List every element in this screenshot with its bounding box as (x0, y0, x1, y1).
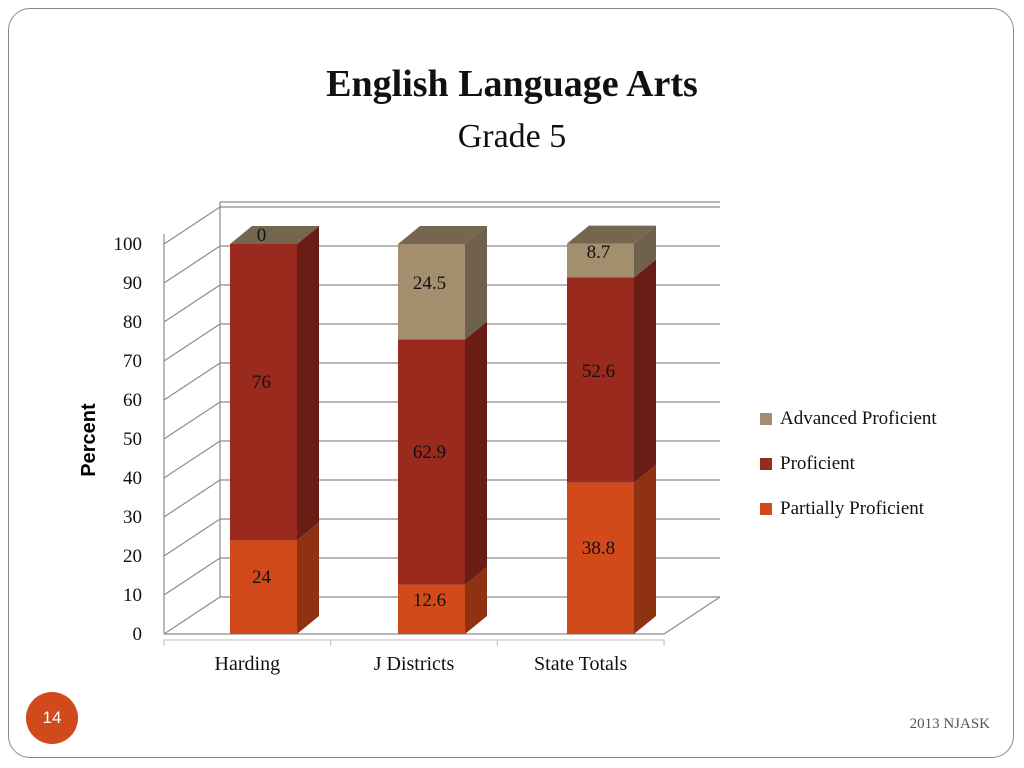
gridline-side (163, 440, 221, 479)
data-label: 62.9 (413, 442, 446, 463)
legend-label: Partially Proficient (780, 498, 925, 519)
y-tick-label: 50 (123, 429, 142, 450)
gridline-side (163, 362, 221, 401)
bar-side-advanced-proficient (634, 225, 656, 278)
bar-side-proficient (465, 321, 487, 585)
bar-top-face (398, 226, 487, 244)
legend-swatch (760, 413, 772, 425)
x-tick-label: J Districts (374, 653, 455, 675)
bar-side-proficient (634, 259, 656, 483)
data-label: 52.6 (582, 361, 615, 382)
x-tick-label: Harding (215, 653, 281, 675)
y-tick-label: 30 (123, 507, 142, 528)
data-label: 24 (252, 567, 272, 588)
footer-text: 2013 NJASK (909, 716, 990, 732)
chart-data-labels: 24 76 0 12.6 62.9 24.5 38.8 52.6 8.7 (252, 225, 615, 611)
gridline-side (163, 284, 221, 323)
gridline-side (163, 596, 221, 635)
gridline-side (163, 206, 221, 245)
legend-swatch (760, 503, 772, 515)
bar-segment-proficient (230, 244, 297, 541)
bar-segment-advanced-proficient (398, 244, 465, 340)
bar-segment-partially-proficient (230, 540, 297, 634)
bar-segment-proficient (398, 339, 465, 585)
gridline-side (163, 518, 221, 557)
bar-top-face (567, 225, 656, 244)
chart-subtitle: Grade 5 (457, 118, 567, 155)
y-tick-label: 80 (123, 312, 142, 333)
y-tick-label: 10 (123, 585, 142, 606)
y-tick-label: 40 (123, 468, 142, 489)
x-tick-label: State Totals (534, 653, 627, 675)
y-tick-label: 60 (123, 390, 142, 411)
data-label: 24.5 (413, 273, 446, 294)
gridline-side (163, 401, 221, 440)
floor-right-edge (663, 596, 721, 635)
bar-segment-partially-proficient (567, 482, 634, 634)
y-tick-label: 20 (123, 546, 142, 567)
chart-axes: 0 10 20 30 40 50 60 70 80 90 100 Percent Harding J Di… (78, 234, 665, 675)
legend-swatch (760, 458, 772, 470)
chart-bars (230, 225, 656, 634)
gridline-side (163, 479, 221, 518)
chart-title: English Language Arts (326, 63, 698, 105)
bar-top-face (230, 226, 319, 244)
bar-side-partially-proficient (634, 464, 656, 634)
y-axis-title: Percent (78, 403, 100, 477)
legend-label: Proficient (780, 453, 856, 474)
bar-side-proficient (297, 226, 319, 541)
bar-segment-advanced-proficient (567, 243, 634, 278)
gridline-side (163, 245, 221, 284)
y-tick-label: 0 (133, 624, 143, 645)
y-tick-label: 90 (123, 273, 142, 294)
data-label: 38.8 (582, 538, 615, 559)
y-tick-label: 100 (114, 234, 143, 255)
bar-side-advanced-proficient (465, 226, 487, 340)
legend-label: Advanced Proficient (780, 408, 937, 429)
gridline-side (163, 557, 221, 596)
slide-frame (8, 8, 1014, 758)
data-label: 76 (252, 372, 271, 393)
chart-legend: Advanced Proficient Proficient Partially P… (760, 408, 937, 519)
data-label: 12.6 (413, 590, 446, 611)
bar-side-partially-proficient (297, 522, 319, 634)
data-label: 8.7 (587, 242, 611, 263)
bar-segment-partially-proficient (398, 584, 465, 634)
gridline-side (163, 323, 221, 362)
y-tick-label: 70 (123, 351, 142, 372)
bar-side-partially-proficient (465, 566, 487, 634)
page-number-badge: 14 (26, 692, 78, 744)
data-label: 0 (257, 225, 267, 246)
bar-segment-proficient (567, 277, 634, 483)
